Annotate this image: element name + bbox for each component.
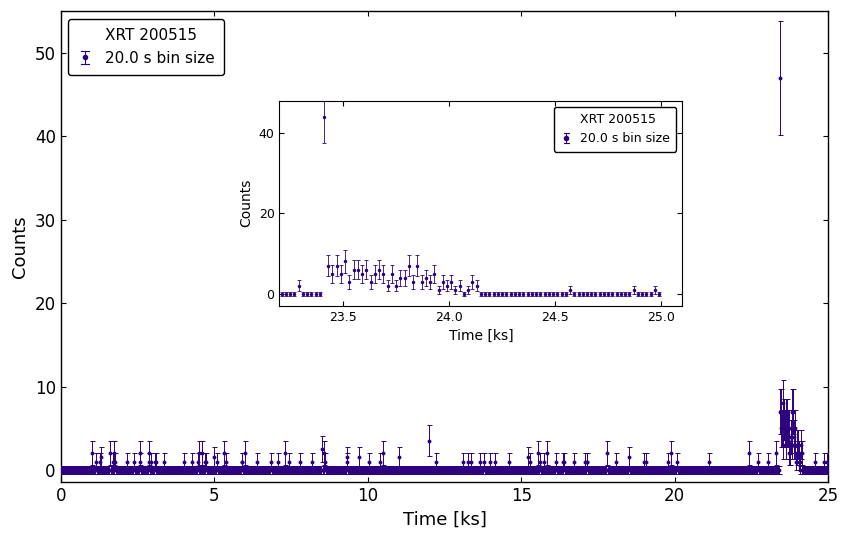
X-axis label: Time [ks]: Time [ks] (403, 511, 486, 529)
Legend: XRT 200515, 20.0 s bin size: XRT 200515, 20.0 s bin size (68, 19, 224, 75)
Y-axis label: Counts: Counts (11, 215, 29, 278)
